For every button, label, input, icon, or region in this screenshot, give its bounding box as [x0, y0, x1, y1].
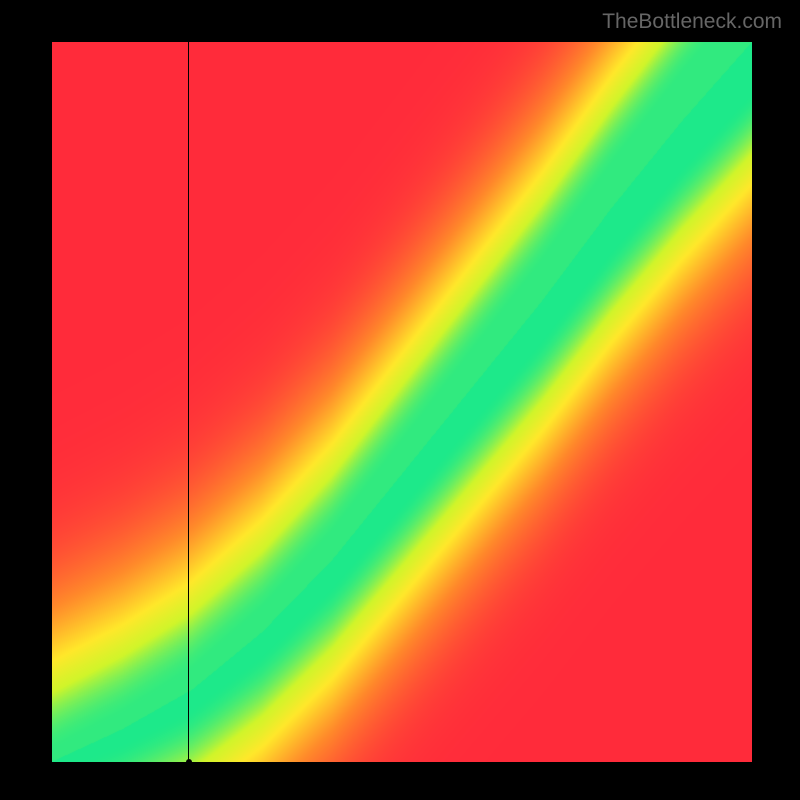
crosshair-point [186, 759, 192, 765]
crosshair-vertical-line [188, 42, 189, 762]
heatmap-chart [52, 42, 752, 762]
crosshair-horizontal-line [52, 762, 752, 763]
heatmap-canvas [52, 42, 752, 762]
attribution-text: TheBottleneck.com [602, 10, 782, 34]
root-container: TheBottleneck.com [0, 0, 800, 800]
